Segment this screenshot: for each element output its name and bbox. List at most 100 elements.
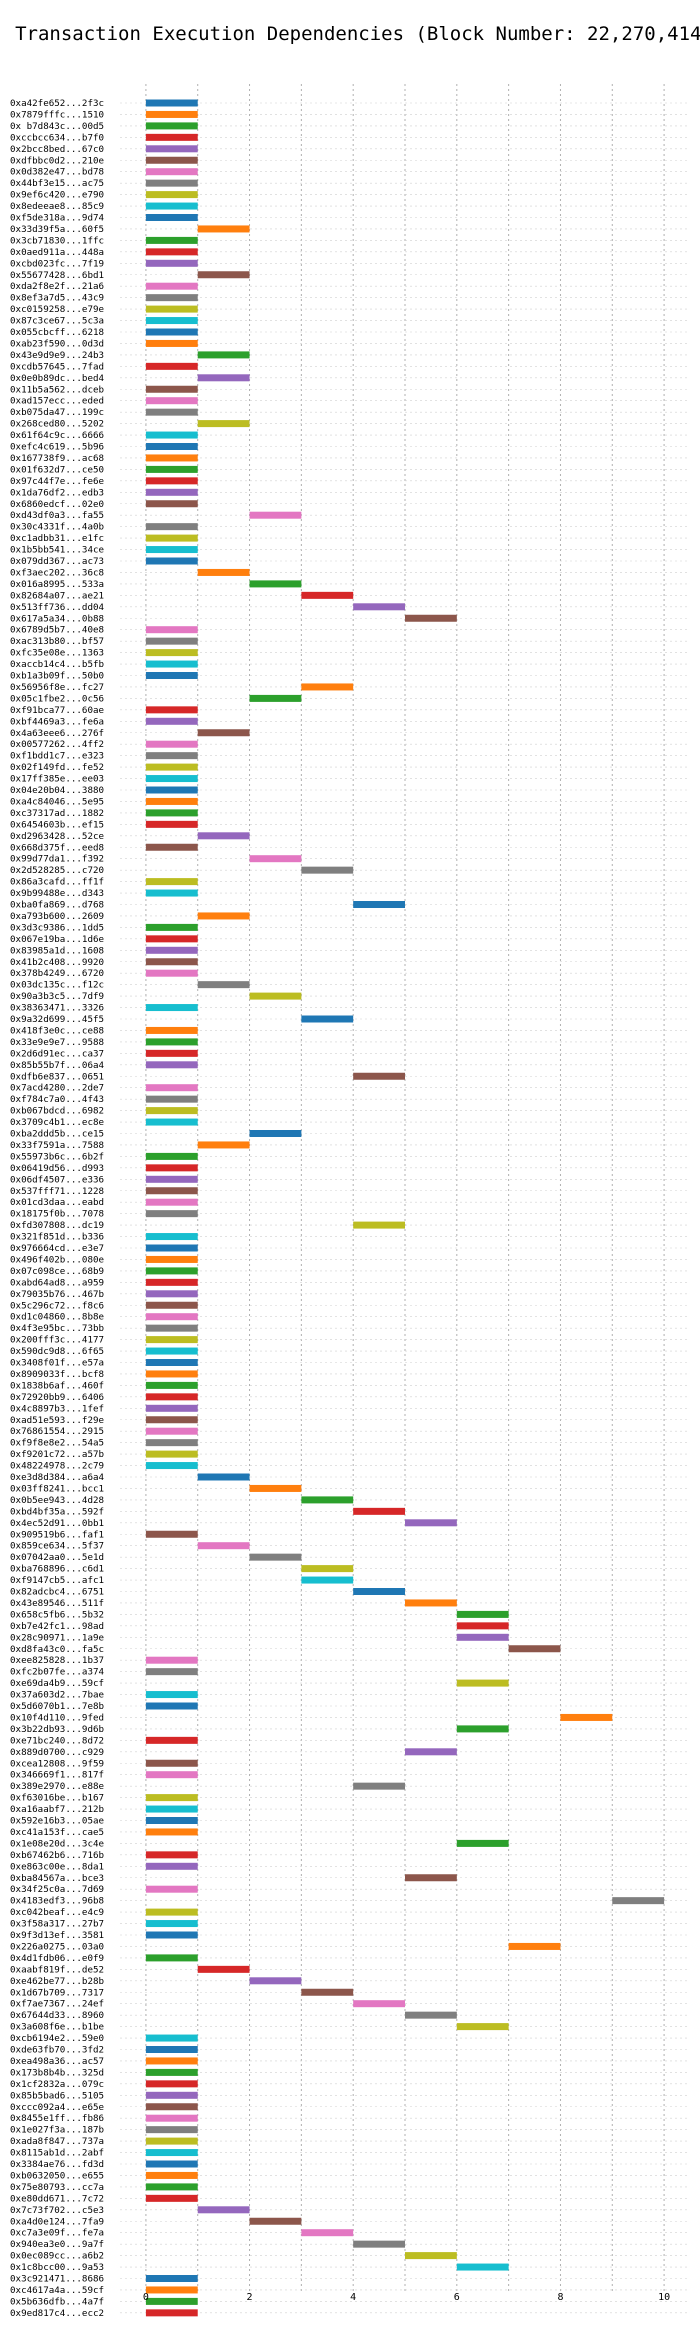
- bar: [612, 1897, 665, 1905]
- bar: [145, 1026, 198, 1034]
- y-tick-label: 0xac313b80...bf57: [10, 636, 104, 647]
- y-tick-label: 0x418f3e0c...ce88: [10, 1025, 104, 1036]
- y-tick-label: 0x1b5bb541...34ce: [10, 545, 104, 556]
- y-tick-label: 0xcea12808...9f59: [10, 1758, 104, 1769]
- bar: [145, 1794, 198, 1802]
- bar: [145, 763, 198, 771]
- y-tick-label: 0x4c8897b3...1fef: [10, 1403, 104, 1414]
- y-tick-label: 0x3f58a317...27b7: [10, 1919, 104, 1930]
- y-tick-label: 0x04e20b04...3880: [10, 785, 104, 796]
- bar: [145, 1954, 198, 1962]
- y-tick-label: 0xf7ae7367...24ef: [10, 1999, 104, 2010]
- y-tick-label: 0x8455e1ff...fb86: [10, 2113, 104, 2124]
- y-tick-label: 0xc1adbb31...e1fc: [10, 533, 104, 544]
- y-tick-label: 0xa42fe652...2f3c: [10, 98, 104, 109]
- bar: [145, 1244, 198, 1252]
- bar: [145, 1038, 198, 1046]
- y-tick-label: 0x0b5ee943...4d28: [10, 1495, 104, 1506]
- bar: [145, 935, 198, 943]
- bar: [145, 1324, 198, 1332]
- bar: [145, 248, 198, 256]
- y-tick-label: 0x7acd4280...2de7: [10, 1083, 104, 1094]
- y-tick-label: 0xd1c04860...8b8e: [10, 1312, 104, 1323]
- bar: [145, 2046, 198, 2053]
- bar: [353, 1588, 405, 1595]
- y-tick-label: 0x658c5fb6...5b32: [10, 1609, 104, 1620]
- bar: [145, 110, 198, 118]
- y-tick-label: 0xaabf819f...de52: [10, 1964, 104, 1975]
- bar: [145, 637, 198, 645]
- y-tick-label: 0x5c296c72...f8c6: [10, 1300, 104, 1311]
- bar: [145, 2275, 198, 2282]
- bar: [145, 1931, 198, 1939]
- y-tick-label: 0x1cf2832a...079c: [10, 2079, 104, 2090]
- y-tick-label: 0x3709c4b1...ec8e: [10, 1117, 104, 1128]
- y-tick-label: 0xccbcc634...b7f0: [10, 132, 104, 143]
- bar: [145, 1198, 198, 1206]
- x-tick-label: 2: [247, 2292, 253, 2303]
- bar: [145, 2103, 198, 2111]
- bar: [145, 740, 198, 748]
- bar: [145, 99, 198, 107]
- y-tick-label: 0xba84567a...bce3: [10, 1873, 104, 1884]
- y-tick-label: 0x3384ae76...fd3d: [10, 2159, 104, 2170]
- bar: [145, 168, 198, 176]
- bar: [145, 282, 198, 290]
- y-tick-label: 0x8115ab1d...2abf: [10, 2148, 104, 2159]
- y-tick-label: 0x9a32d699...45f5: [10, 1014, 104, 1025]
- gridlines: [120, 84, 690, 2314]
- y-tick-label: 0xf784c7a0...4f43: [10, 1094, 104, 1105]
- bar: [145, 1301, 198, 1309]
- x-tick-label: 4: [350, 2292, 356, 2303]
- y-tick-label: 0x055cbcff...6218: [10, 327, 104, 338]
- y-tick-label: 0x1d67b709...7317: [10, 1987, 104, 1998]
- y-tick-label: 0xa4d0e124...7fa9: [10, 2216, 104, 2227]
- bar: [145, 156, 198, 164]
- y-tick-label: 0xe863c00e...8da1: [10, 1861, 104, 1872]
- bar: [145, 1920, 198, 1928]
- bar: [301, 683, 354, 691]
- y-tick-label: 0x37a603d2...7bae: [10, 1690, 104, 1701]
- bar: [456, 1610, 509, 1618]
- bar: [405, 1874, 457, 1882]
- bar: [145, 1862, 198, 1870]
- bar: [145, 431, 198, 439]
- bar: [145, 1828, 198, 1836]
- bar: [353, 603, 405, 611]
- y-tick-label: 0xefc4c619...5b96: [10, 442, 104, 453]
- bar: [145, 1061, 198, 1069]
- bar: [145, 1759, 198, 1767]
- bar: [145, 179, 198, 187]
- y-tick-label: 0xa4c84046...5e95: [10, 796, 104, 807]
- bar: [145, 2137, 198, 2145]
- y-tick-label: 0x9ef6c420...e790: [10, 190, 104, 201]
- y-tick-label: 0xcbd023fc...7f19: [10, 258, 104, 269]
- y-tick-label: 0x01f632d7...ce50: [10, 464, 104, 475]
- bars: [145, 99, 665, 2317]
- y-tick-label: 0xb67462b6...716b: [10, 1850, 104, 1861]
- bar: [145, 1118, 198, 1126]
- y-tick-label: 0x30c4331f...4a0b: [10, 522, 104, 533]
- y-tick-label: 0xf5de318a...9d74: [10, 213, 105, 224]
- y-tick-label: 0xc41a153f...cae5: [10, 1827, 104, 1838]
- bar: [145, 1084, 198, 1092]
- y-tick-label: 0xe69da4b9...59cf: [10, 1678, 104, 1689]
- y-tick-label: 0x3a608f6e...b1be: [10, 2022, 104, 2033]
- bar: [301, 1988, 354, 1996]
- bar: [353, 1782, 405, 1790]
- y-tick-label: 0x06419d56...d993: [10, 1163, 104, 1174]
- bar: [145, 1404, 198, 1412]
- y-tick-label: 0x590dc9d8...6f65: [10, 1346, 104, 1357]
- y-tick-label: 0xea498a36...ac57: [10, 2056, 104, 2067]
- bar: [145, 214, 198, 221]
- y-tick-label: 0x01cd3daa...eabd: [10, 1197, 104, 1208]
- bar: [249, 1484, 302, 1492]
- bar: [145, 1817, 198, 1824]
- bar: [145, 294, 198, 302]
- y-tick-label: 0xb075da47...199c: [10, 407, 104, 418]
- bar: [145, 488, 198, 496]
- bar: [145, 672, 198, 679]
- bar: [197, 225, 250, 233]
- y-tick-label: 0x55973b6c...6b2f: [10, 1151, 104, 1162]
- bar: [145, 1095, 198, 1103]
